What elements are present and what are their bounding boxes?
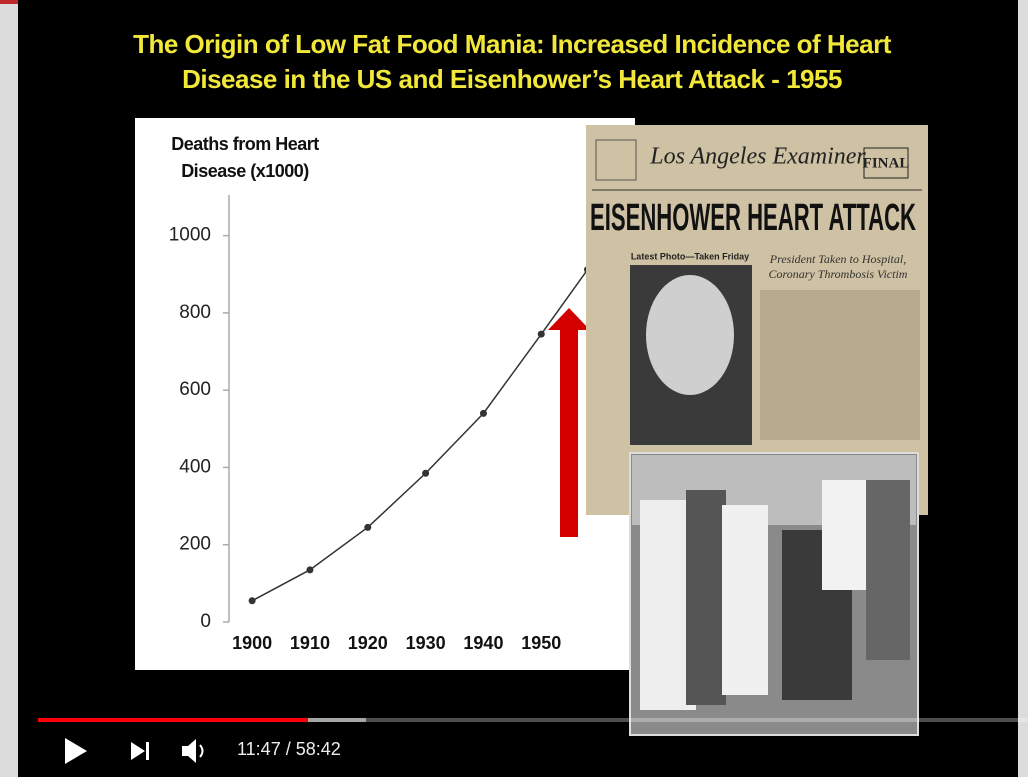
x-tick-label: 1950 xyxy=(521,633,561,653)
x-tick-label: 1940 xyxy=(463,633,503,653)
photo xyxy=(630,453,918,735)
y-tick-label: 0 xyxy=(200,611,211,632)
figure xyxy=(822,480,866,590)
x-tick-label: 1930 xyxy=(406,633,446,653)
figure xyxy=(866,480,910,660)
screen: The Origin of Low Fat Food Mania: Increa… xyxy=(0,0,1028,777)
edition: FINAL xyxy=(863,155,910,171)
data-point xyxy=(249,597,256,604)
x-tick-label: 1910 xyxy=(290,633,330,653)
x-tick-label: 1920 xyxy=(348,633,388,653)
subhead: Coronary Thrombosis Victim xyxy=(769,267,908,281)
y-tick-label: 1000 xyxy=(169,225,211,246)
portrait-face xyxy=(646,275,734,395)
data-point xyxy=(480,410,487,417)
y-tick-label: 200 xyxy=(179,534,211,555)
data-point xyxy=(422,470,429,477)
masthead: Los Angeles Examiner xyxy=(649,144,866,170)
time-display: 11:47 / 58:42 xyxy=(237,739,341,759)
subhead: President Taken to Hospital, xyxy=(769,252,906,266)
data-point xyxy=(306,566,313,573)
progress-played xyxy=(38,718,308,722)
slide-title: The Origin of Low Fat Food Mania: Increa… xyxy=(133,29,892,59)
y-tick-label: 600 xyxy=(179,379,211,400)
figure xyxy=(686,490,726,705)
slide-title: Disease in the US and Eisenhower’s Heart… xyxy=(182,64,842,94)
y-axis-label: Disease (x1000) xyxy=(181,161,309,181)
figure xyxy=(722,505,768,695)
headline: EISENHOWER HEART ATTACK xyxy=(590,197,916,239)
next-icon xyxy=(146,742,149,760)
body-text-block xyxy=(760,290,920,440)
data-point xyxy=(538,331,545,338)
y-tick-label: 400 xyxy=(179,456,211,477)
y-tick-label: 800 xyxy=(179,302,211,323)
data-point xyxy=(364,524,371,531)
photo-caption: Latest Photo—Taken Friday xyxy=(631,251,749,261)
y-axis-label: Deaths from Heart xyxy=(171,134,319,154)
x-tick-label: 1900 xyxy=(232,633,272,653)
